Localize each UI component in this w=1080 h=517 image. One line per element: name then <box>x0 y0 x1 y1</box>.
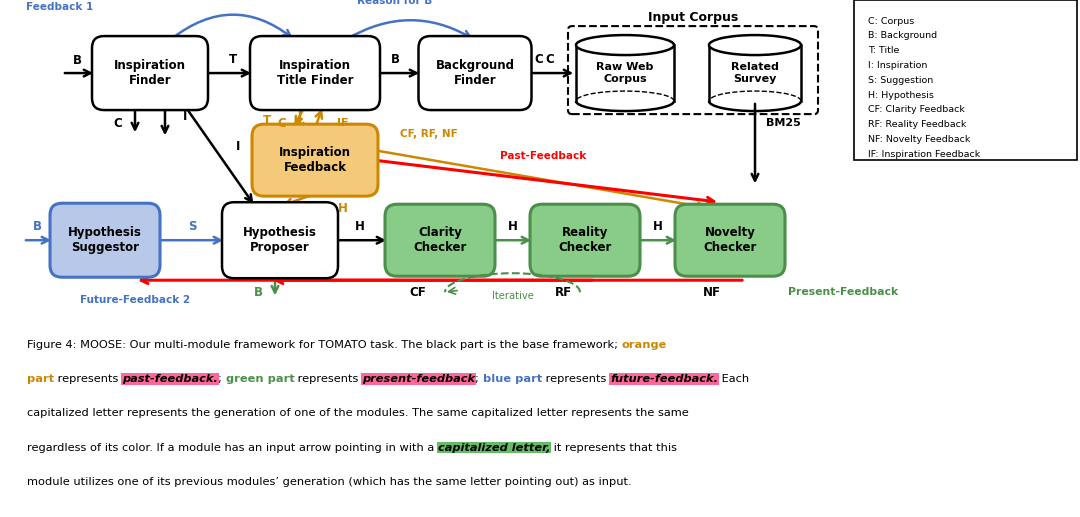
Text: represents: represents <box>542 374 610 384</box>
Text: H: H <box>652 220 662 233</box>
Text: present-feedback: present-feedback <box>362 374 475 384</box>
Text: orange: orange <box>622 340 667 349</box>
Text: Hypothesis
Proposer: Hypothesis Proposer <box>243 226 316 254</box>
Text: regardless of its color. If a module has an input arrow pointing in with a: regardless of its color. If a module has… <box>27 443 437 452</box>
Text: green part: green part <box>226 374 294 384</box>
Text: B: B <box>391 53 400 66</box>
Text: B: B <box>72 54 81 67</box>
Text: it represents that this: it represents that this <box>551 443 677 452</box>
Text: C: C <box>278 116 286 130</box>
Text: Future-Feedback 2: Future-Feedback 2 <box>80 295 190 305</box>
Text: capitalized letter,: capitalized letter, <box>437 443 551 452</box>
Text: C: C <box>113 116 122 130</box>
Text: capitalized letter represents the generation of one of the modules. The same cap: capitalized letter represents the genera… <box>27 408 689 418</box>
Text: Input Corpus: Input Corpus <box>648 11 738 24</box>
FancyBboxPatch shape <box>50 203 160 277</box>
Text: I: I <box>183 110 187 123</box>
Text: NF: Novelty Feedback: NF: Novelty Feedback <box>868 135 970 144</box>
Text: H: H <box>508 220 517 233</box>
Text: part: part <box>27 374 54 384</box>
Text: BM25: BM25 <box>766 118 800 128</box>
Text: H: H <box>355 220 365 233</box>
Text: H: Hypothesis: H: Hypothesis <box>868 90 934 100</box>
Text: Inspiration
Feedback: Inspiration Feedback <box>279 146 351 174</box>
Ellipse shape <box>708 35 801 55</box>
FancyBboxPatch shape <box>675 204 785 276</box>
Text: Raw Web
Corpus: Raw Web Corpus <box>596 62 653 84</box>
Text: Reality
Checker: Reality Checker <box>558 226 611 254</box>
Text: Inspiration
Title Finder: Inspiration Title Finder <box>276 59 353 87</box>
Text: future-feedback.: future-feedback. <box>610 374 718 384</box>
Text: T: Title: T: Title <box>868 46 900 55</box>
FancyBboxPatch shape <box>854 0 1077 160</box>
Text: IF: IF <box>337 118 349 128</box>
Text: CF: Clarity Feedback: CF: Clarity Feedback <box>868 105 964 114</box>
Text: blue part: blue part <box>483 374 542 384</box>
Text: S: Suggestion: S: Suggestion <box>868 76 933 85</box>
Text: ;: ; <box>475 374 483 384</box>
Text: B: B <box>32 220 41 233</box>
Text: B: Background: B: Background <box>868 32 937 40</box>
Text: RF: RF <box>554 286 571 299</box>
FancyBboxPatch shape <box>222 202 338 278</box>
Ellipse shape <box>576 35 674 55</box>
Polygon shape <box>576 45 674 101</box>
FancyBboxPatch shape <box>530 204 640 276</box>
Text: Hypothesis
Suggestor: Hypothesis Suggestor <box>68 226 141 254</box>
Text: IF: Inspiration Feedback: IF: Inspiration Feedback <box>868 150 981 159</box>
FancyBboxPatch shape <box>384 204 495 276</box>
Text: represents: represents <box>294 374 362 384</box>
Text: past-feedback.: past-feedback. <box>122 374 218 384</box>
FancyBboxPatch shape <box>418 36 531 110</box>
Text: Clarity
Checker: Clarity Checker <box>414 226 467 254</box>
Text: RF: Reality Feedback: RF: Reality Feedback <box>868 120 967 129</box>
FancyBboxPatch shape <box>249 36 380 110</box>
Text: Related
Survey: Related Survey <box>731 62 779 84</box>
FancyBboxPatch shape <box>92 36 208 110</box>
Text: ;: ; <box>218 374 226 384</box>
Text: CF, RF, NF: CF, RF, NF <box>400 129 458 139</box>
Text: I: I <box>235 140 240 153</box>
Text: represents: represents <box>54 374 122 384</box>
Text: Present-Feedback: Present-Feedback <box>788 287 899 297</box>
Text: S: S <box>188 220 197 233</box>
Text: Each: Each <box>718 374 750 384</box>
Text: Inspiration
Finder: Inspiration Finder <box>114 59 186 87</box>
Text: T: T <box>229 53 237 66</box>
Text: C: Corpus: C: Corpus <box>868 17 915 26</box>
Text: Reason for B: Reason for B <box>357 0 433 6</box>
Text: H: H <box>338 202 348 215</box>
Text: module utilizes one of its previous modules’ generation (which has the same lett: module utilizes one of its previous modu… <box>27 477 632 487</box>
Text: Future-
Feedback 1: Future- Feedback 1 <box>26 0 94 12</box>
Text: CF: CF <box>409 286 427 299</box>
Text: T: T <box>262 114 271 127</box>
Text: C: C <box>535 53 543 66</box>
Text: C: C <box>545 53 554 66</box>
Text: Figure 4: MOOSE: Our multi-module framework for TOMATO task. The black part is t: Figure 4: MOOSE: Our multi-module framew… <box>27 340 622 349</box>
FancyBboxPatch shape <box>252 124 378 196</box>
Text: B: B <box>254 286 262 299</box>
Text: I: Inspiration: I: Inspiration <box>868 61 928 70</box>
Text: Past-Feedback: Past-Feedback <box>500 151 586 161</box>
Text: Background
Finder: Background Finder <box>435 59 514 87</box>
Text: NF: NF <box>703 286 721 299</box>
Text: Iterative: Iterative <box>491 291 534 301</box>
Text: Novelty
Checker: Novelty Checker <box>703 226 757 254</box>
Polygon shape <box>708 45 801 101</box>
